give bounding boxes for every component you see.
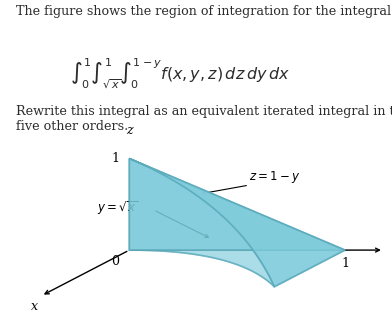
Text: Rewrite this integral as an equivalent iterated integral in the
five other order: Rewrite this integral as an equivalent i… (16, 105, 392, 133)
Text: $y = \sqrt{x}$: $y = \sqrt{x}$ (96, 199, 138, 217)
Polygon shape (129, 250, 345, 287)
Text: 1: 1 (341, 257, 349, 270)
Text: The figure shows the region of integration for the integral: The figure shows the region of integrati… (16, 5, 391, 18)
Text: 0: 0 (112, 255, 120, 268)
Text: $\int_0^1 \int_{\sqrt{x}}^{1} \int_0^{1-y} f(x, y, z)\, dz\, dy\, dx$: $\int_0^1 \int_{\sqrt{x}}^{1} \int_0^{1-… (70, 57, 290, 92)
Polygon shape (129, 159, 274, 287)
Text: $z = 1 - y$: $z = 1 - y$ (249, 169, 301, 185)
Text: z: z (126, 125, 132, 137)
Polygon shape (129, 159, 345, 287)
Text: x: x (31, 300, 38, 313)
Polygon shape (129, 159, 345, 250)
Text: 1: 1 (112, 152, 120, 165)
